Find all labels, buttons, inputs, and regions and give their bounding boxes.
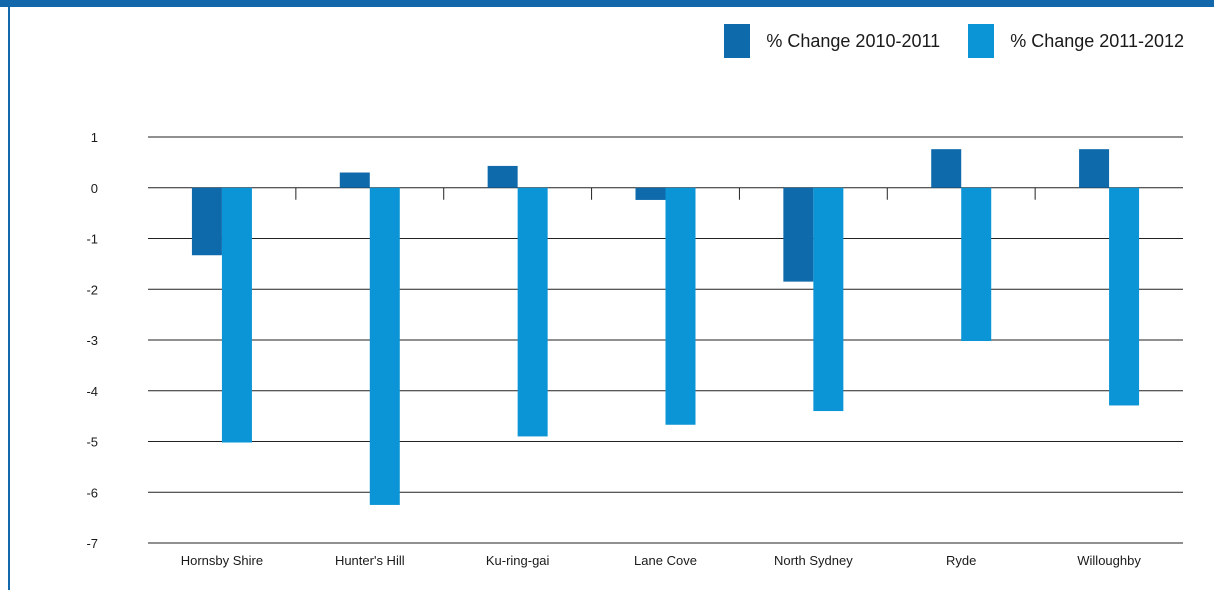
x-tick-label: Ryde — [946, 553, 976, 568]
y-tick-label: 1 — [91, 130, 98, 145]
x-tick-label: Ku-ring-gai — [486, 553, 550, 568]
legend-label-2010-2011: % Change 2010-2011 — [766, 30, 941, 51]
bar-series-1 — [931, 149, 962, 188]
y-tick-label: -7 — [86, 536, 98, 551]
chart-legend: % Change 2010-2011 % Change 2011-2012 — [696, 24, 1184, 58]
bar-series-2 — [221, 187, 252, 443]
bar-series-1 — [635, 187, 666, 200]
y-tick-label: -4 — [86, 384, 98, 399]
bar-series-1 — [191, 187, 222, 256]
y-tick-label: -1 — [86, 232, 98, 247]
x-tick-label: Willoughby — [1077, 553, 1141, 568]
bar-series-1 — [339, 172, 370, 188]
bar-series-1 — [487, 165, 518, 188]
y-tick-label: -6 — [86, 485, 98, 500]
y-tick-label: -3 — [86, 333, 98, 348]
y-tick-label: -5 — [86, 435, 98, 450]
bar-series-2 — [369, 187, 400, 505]
bar-series-2 — [961, 187, 992, 342]
top-frame-bar — [0, 0, 1214, 7]
legend-label-2011-2012: % Change 2011-2012 — [1010, 30, 1184, 51]
bar-series-2 — [517, 187, 548, 437]
bar-series-1 — [783, 187, 814, 282]
x-tick-label: Hunter's Hill — [335, 553, 405, 568]
legend-item-2011-2012: % Change 2011-2012 — [968, 24, 1184, 58]
left-frame-rule — [8, 7, 10, 590]
y-tick-label: -2 — [86, 282, 98, 297]
legend-swatch-2011-2012 — [968, 24, 995, 58]
bar-series-2 — [1109, 187, 1140, 406]
x-tick-label: Lane Cove — [634, 553, 697, 568]
y-tick-label: 0 — [91, 181, 98, 196]
bar-series-2 — [813, 187, 844, 412]
legend-item-2010-2011: % Change 2010-2011 — [724, 24, 940, 58]
x-tick-label: Hornsby Shire — [181, 553, 263, 568]
bar-series-2 — [665, 187, 696, 425]
bar-series-1 — [1079, 149, 1110, 188]
legend-swatch-2010-2011 — [724, 24, 751, 58]
x-tick-label: North Sydney — [774, 553, 853, 568]
